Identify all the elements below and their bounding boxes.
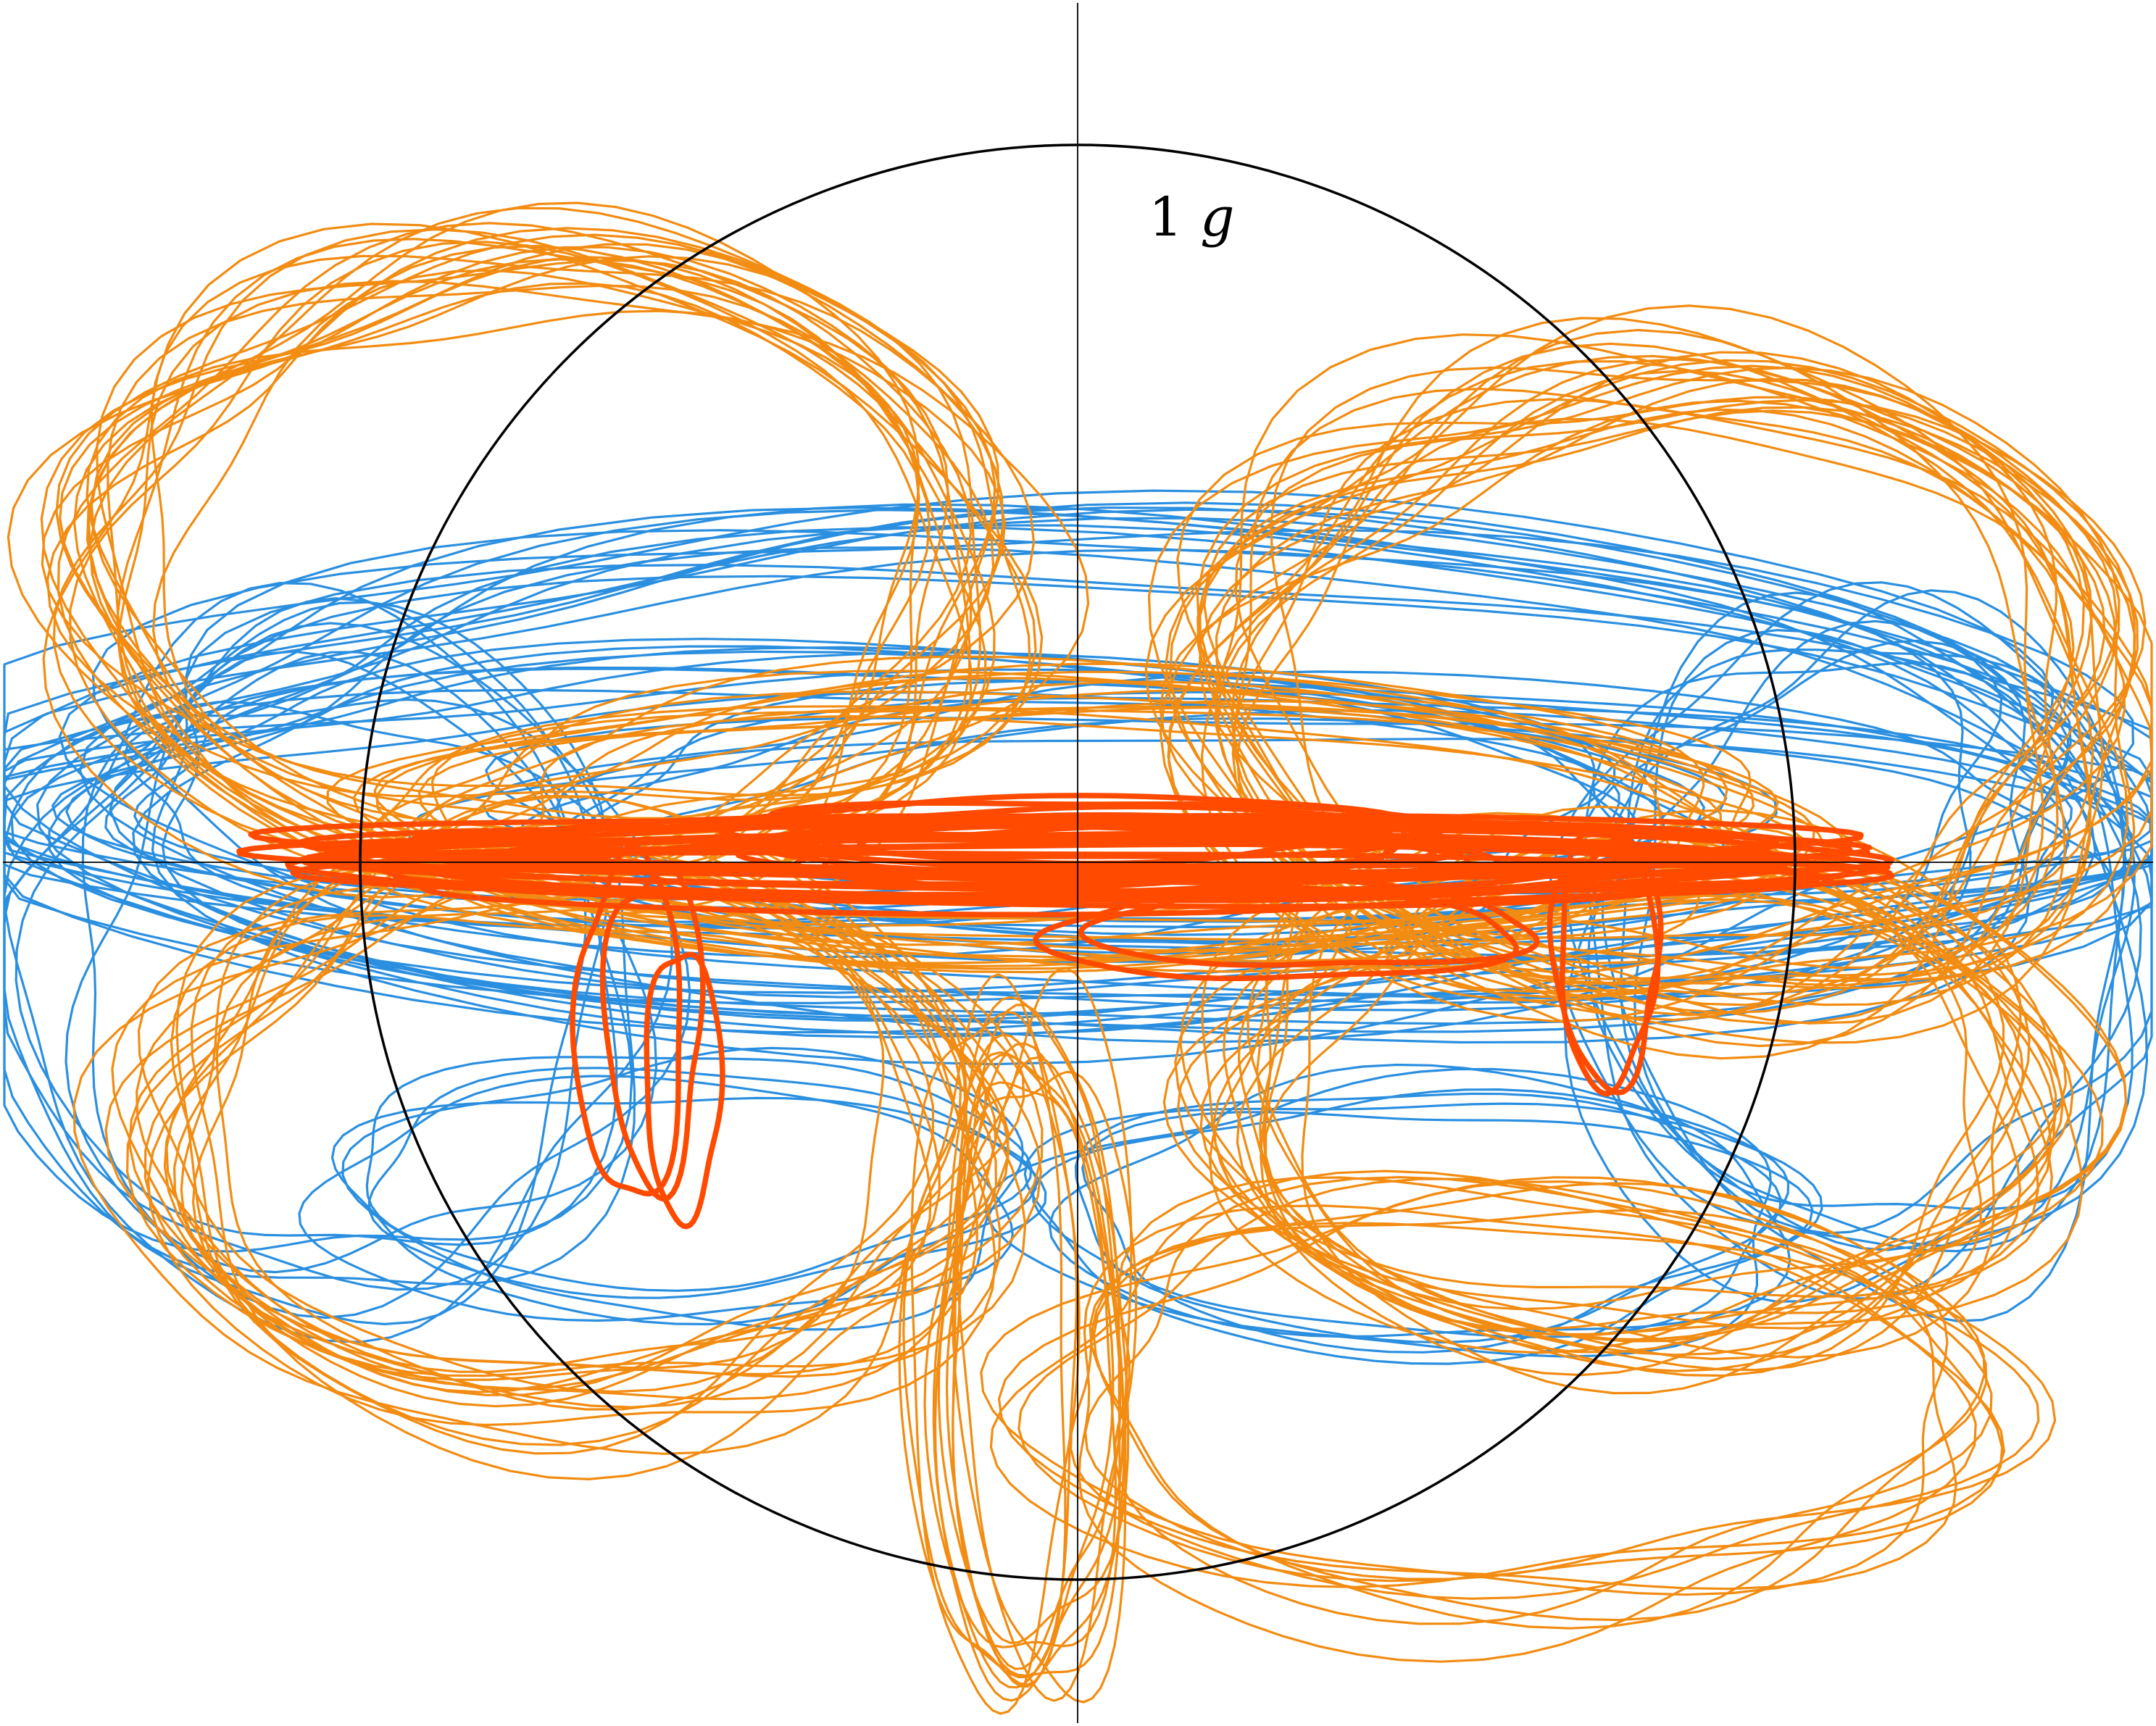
series-2-loop-2-21 xyxy=(1167,360,2153,999)
series-2-loop-3-11 xyxy=(170,914,1010,1446)
series-3-loop-6-2 xyxy=(1547,835,1664,1096)
series-3-trace xyxy=(236,793,1895,1230)
series-2-loop-1-15 xyxy=(59,258,920,820)
series-2-loop-6-5 xyxy=(980,1176,1949,1596)
series-2-loop-3-13 xyxy=(165,845,932,1373)
series-2-loop-6-6 xyxy=(989,1170,2005,1588)
series-2-loop-6-8 xyxy=(1089,1209,1988,1630)
series-2-loop-1-16 xyxy=(117,280,1090,890)
one-g-label-number: 1 xyxy=(1149,186,1183,249)
series-3-loop-4-2 xyxy=(599,863,706,1202)
series-3-loop-3-2 xyxy=(1033,883,1520,982)
series-2-loop-3-3 xyxy=(111,889,987,1409)
series-1-loop-5-2 xyxy=(1620,648,2153,1251)
series-2-loop-5-7 xyxy=(956,1070,1138,1702)
series-1-loop-4-5 xyxy=(14,597,618,1246)
series-2-loop-1-21 xyxy=(152,269,996,875)
series-1-loop-6-2 xyxy=(1074,1092,1782,1344)
one-g-reference-circle xyxy=(359,143,1797,1581)
series-1-loop-7-5 xyxy=(367,1067,1047,1299)
series-1-loop-7-3 xyxy=(330,1096,1037,1326)
series-2-loop-4-11 xyxy=(1199,836,2084,1335)
series-2-loop-1-11 xyxy=(52,228,1037,859)
series-1-loop-4-8 xyxy=(3,651,587,1325)
series-2-loop-5-12 xyxy=(932,996,1125,1702)
series-2-loop-3-17 xyxy=(175,858,934,1455)
series-2-loop-5-6 xyxy=(910,1011,1081,1715)
series-1-loop-7-4 xyxy=(365,1056,1033,1292)
one-g-label-unit: g xyxy=(1200,186,1234,249)
series-2-loop-2-13 xyxy=(1203,409,2106,1006)
series-2-loop-5-5 xyxy=(952,1054,1122,1670)
series-1-loop-4-6 xyxy=(3,698,673,1343)
series-2-loop-3-14 xyxy=(180,862,1010,1396)
series-2-trace xyxy=(7,201,2153,1715)
series-1-loop-1-15 xyxy=(78,506,1972,1004)
series-2-loop-6-9 xyxy=(1084,1176,2057,1580)
series-2-loop-4-15 xyxy=(1264,867,2053,1336)
series-2-loop-2-15 xyxy=(1147,364,2085,1060)
series-2-loop-4-8 xyxy=(1301,856,2056,1395)
series-3-loop-2-8 xyxy=(734,823,1441,886)
series-1-loop-6-6 xyxy=(1023,1102,1823,1365)
series-2-loop-6-7 xyxy=(1070,1222,2040,1600)
series-2-loop-2-3 xyxy=(1231,317,2094,974)
series-3-loop-5-1 xyxy=(644,951,725,1230)
series-2-loop-7-12 xyxy=(326,670,1752,922)
series-2-loop-4-13 xyxy=(1208,835,2104,1354)
series-3-loop-3-1 xyxy=(1078,876,1540,968)
series-2-loop-5-8 xyxy=(952,967,1133,1704)
series-2-loop-4-5 xyxy=(1238,898,2065,1372)
series-2-loop-1-10 xyxy=(150,254,1036,871)
series-2-loop-7-13 xyxy=(375,662,1705,941)
series-3-loop-2-5 xyxy=(765,800,1452,867)
series-3-loop-1-14 xyxy=(378,849,1834,917)
series-2-loop-2-20 xyxy=(1196,366,2120,1048)
series-2-loop-6-10 xyxy=(997,1180,1957,1590)
series-2-loop-4-6 xyxy=(1223,894,2074,1356)
series-3-loop-1-5 xyxy=(358,813,1854,873)
series-2-loop-2-24 xyxy=(1231,388,2126,998)
series-2-loop-2-7 xyxy=(1270,366,2136,1022)
series-2-loop-1-14 xyxy=(116,238,973,899)
series-layer xyxy=(3,201,2153,1715)
series-2-loop-5-10 xyxy=(923,1042,1117,1648)
series-3-loop-2-1 xyxy=(713,793,1410,859)
series-2-loop-5-9 xyxy=(945,1056,1121,1677)
series-2-loop-7-10 xyxy=(419,655,1730,946)
series-1-loop-4-3 xyxy=(81,701,691,1319)
